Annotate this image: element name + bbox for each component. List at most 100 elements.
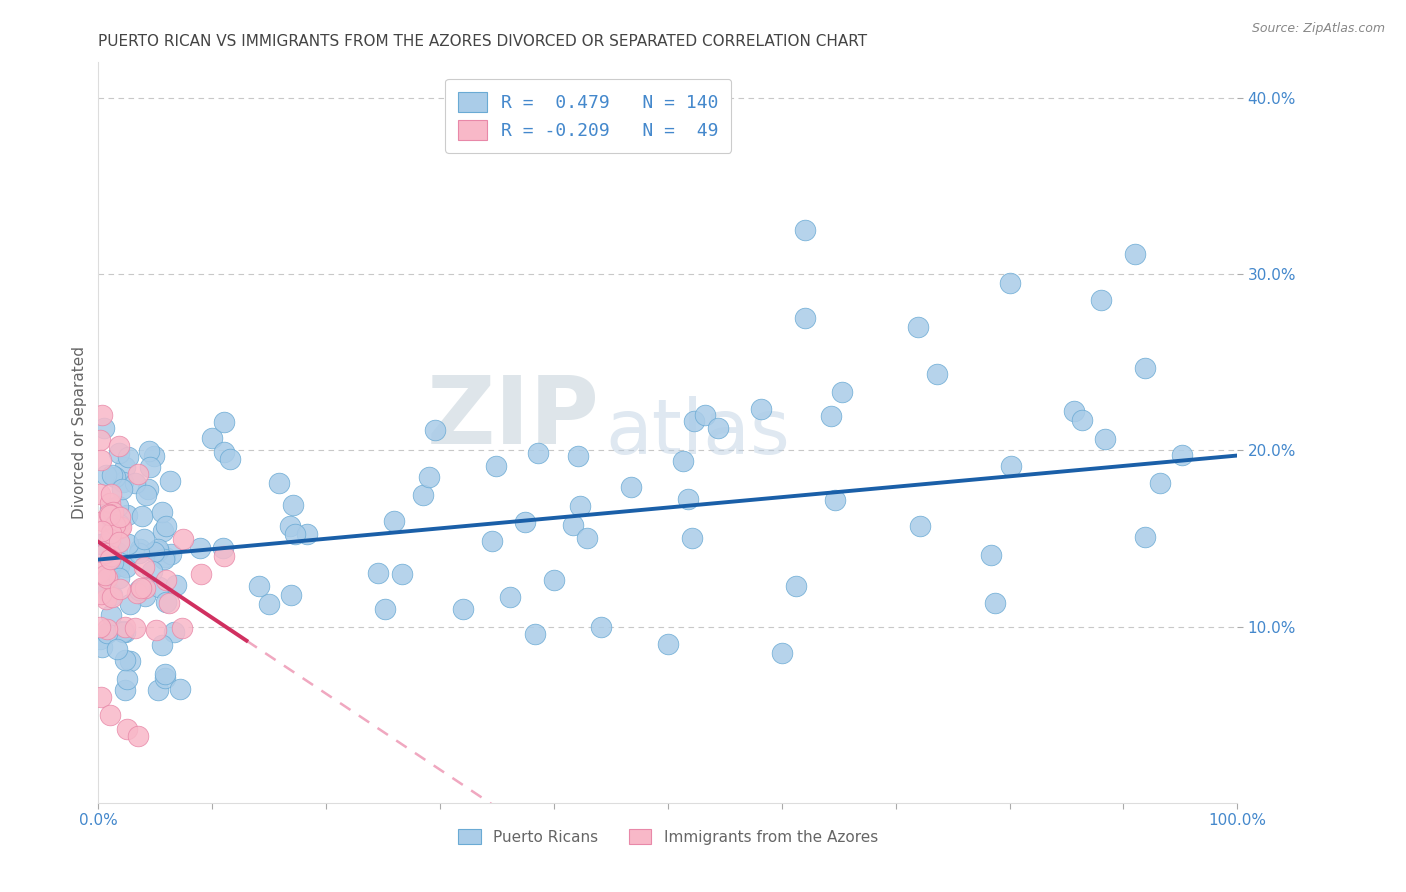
Point [793, 311, 815, 326]
Point [100, 590, 122, 604]
Point [676, 491, 699, 506]
Point [131, 581, 153, 595]
Point [124, 475, 146, 490]
Point [89, 620, 111, 634]
Point [568, 499, 591, 513]
Point [527, 446, 550, 460]
Point [110, 520, 132, 534]
Point [98, 707, 121, 722]
Point [89, 487, 111, 501]
Point [98, 500, 121, 515]
Point [91, 514, 114, 528]
Point [105, 641, 128, 656]
Point [367, 566, 389, 581]
Point [128, 542, 150, 557]
Point [89, 566, 111, 580]
Point [247, 579, 270, 593]
Point [117, 537, 139, 551]
Point [451, 601, 474, 615]
Point [112, 475, 135, 490]
Point [108, 516, 131, 531]
Point [683, 414, 706, 428]
Point [295, 527, 318, 541]
Point [155, 666, 177, 681]
Point [706, 420, 728, 434]
Point [998, 276, 1021, 290]
Point [98, 551, 121, 566]
Point [212, 549, 235, 563]
Point [91, 640, 114, 655]
Point [128, 582, 150, 597]
Point [104, 517, 127, 532]
Point [1135, 361, 1157, 376]
Point [114, 683, 136, 698]
Point [153, 550, 176, 565]
Legend: Puerto Ricans, Immigrants from the Azores: Puerto Ricans, Immigrants from the Azore… [451, 822, 884, 851]
Point [513, 515, 536, 529]
Point [90, 453, 112, 467]
Point [90, 524, 112, 538]
Point [657, 637, 679, 651]
Point [100, 549, 122, 563]
Point [160, 548, 183, 562]
Point [188, 541, 211, 555]
Point [108, 535, 131, 549]
Point [117, 672, 139, 686]
Point [97, 582, 120, 597]
Point [524, 626, 547, 640]
Point [132, 532, 155, 546]
Point [212, 445, 235, 459]
Point [131, 508, 153, 523]
Point [120, 654, 142, 668]
Point [141, 565, 163, 579]
Point [108, 439, 131, 453]
Point [693, 409, 716, 423]
Point [94, 546, 117, 560]
Point [391, 566, 413, 581]
Point [1063, 403, 1085, 417]
Point [111, 482, 134, 496]
Point [114, 459, 136, 474]
Point [103, 505, 125, 519]
Text: ZIP: ZIP [426, 372, 599, 464]
Point [1094, 432, 1116, 446]
Point [101, 559, 124, 574]
Point [108, 582, 131, 596]
Point [112, 624, 135, 639]
Point [561, 518, 583, 533]
Point [152, 524, 174, 538]
Point [134, 589, 156, 603]
Point [93, 420, 115, 434]
Point [153, 671, 176, 685]
Point [155, 573, 177, 587]
Point [485, 458, 508, 473]
Point [104, 470, 127, 484]
Point [423, 424, 446, 438]
Point [98, 496, 121, 510]
Point [1000, 458, 1022, 473]
Point [163, 625, 186, 640]
Point [793, 223, 815, 237]
Point [90, 587, 112, 601]
Point [278, 519, 301, 533]
Point [201, 431, 224, 445]
Point [90, 537, 112, 551]
Point [281, 498, 304, 512]
Point [108, 571, 131, 585]
Point [98, 508, 121, 523]
Point [925, 367, 948, 381]
Point [165, 578, 187, 592]
Point [157, 596, 180, 610]
Point [101, 522, 124, 536]
Point [148, 580, 170, 594]
Point [96, 571, 118, 585]
Point [1123, 246, 1146, 260]
Point [1149, 475, 1171, 490]
Point [567, 449, 589, 463]
Point [412, 487, 434, 501]
Point [150, 506, 173, 520]
Point [101, 555, 124, 569]
Point [97, 585, 120, 599]
Point [159, 474, 181, 488]
Point [146, 544, 169, 558]
